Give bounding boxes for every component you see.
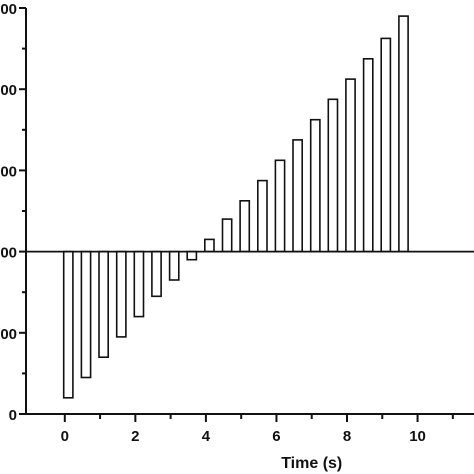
bar [151, 250, 162, 298]
x-axis-title: Time (s) [281, 455, 342, 472]
bar [186, 250, 198, 261]
x-ticks-group: 0 2 4 6 8 10 [61, 414, 454, 445]
bar [133, 250, 145, 318]
y-tick-label: 00 [0, 1, 17, 18]
y-tick-label: 00 [0, 245, 17, 262]
bar [204, 238, 215, 253]
x-tick-label: 6 [272, 428, 280, 445]
x-tick-label: 2 [131, 428, 139, 445]
bar [168, 250, 180, 281]
y-tick-label: 00 [0, 163, 17, 180]
x-tick-label: 8 [343, 428, 351, 445]
bar [98, 250, 109, 359]
x-tick-label: 10 [409, 428, 426, 445]
bar [115, 250, 127, 338]
y-tick-label: 00 [0, 326, 17, 343]
bar [362, 57, 374, 253]
bar [274, 159, 286, 253]
bar [292, 139, 303, 253]
bar [380, 37, 392, 253]
bars-group [62, 15, 409, 399]
y-tick-label: 00 [0, 82, 17, 99]
x-tick-label: 4 [202, 428, 211, 445]
bar [327, 98, 339, 253]
y-tick-label: 0 [9, 407, 17, 424]
bar [309, 118, 321, 253]
bar [221, 218, 233, 253]
bar [80, 250, 92, 379]
x-tick-label: 0 [61, 428, 69, 445]
bar [62, 250, 74, 399]
bar [398, 15, 409, 253]
bar [345, 78, 356, 253]
bar [256, 179, 268, 253]
bar [239, 200, 251, 253]
